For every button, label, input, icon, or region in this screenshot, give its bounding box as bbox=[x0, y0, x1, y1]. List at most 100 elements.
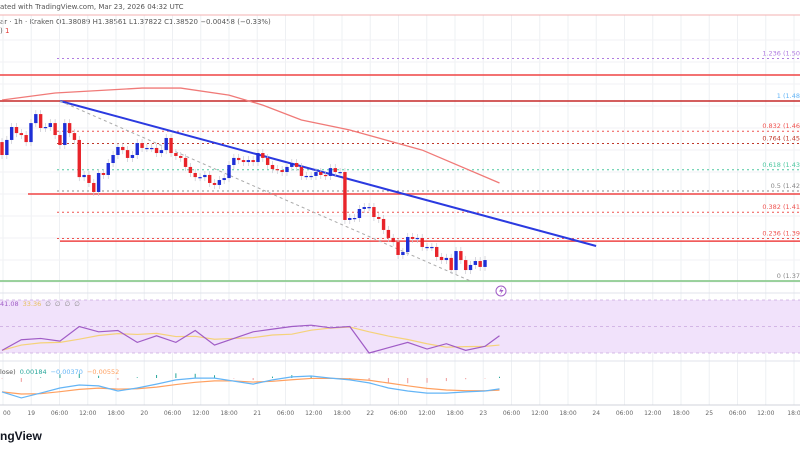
candle-up bbox=[150, 147, 154, 150]
time-axis-label: 06:00 bbox=[616, 410, 633, 417]
candle-up bbox=[328, 168, 333, 176]
candle-up bbox=[63, 123, 67, 146]
candle-up bbox=[29, 123, 33, 143]
candle-up bbox=[285, 166, 289, 173]
candle-up bbox=[256, 153, 260, 163]
candle-up bbox=[116, 146, 120, 155]
time-axis-label: 25 bbox=[705, 410, 713, 417]
fib-level-label: 0.764 (1.45 bbox=[762, 134, 800, 142]
candle-down bbox=[169, 137, 173, 154]
candle-down bbox=[72, 133, 77, 140]
published-caption: ated with TradingView.com, Mar 23, 2026 … bbox=[0, 3, 184, 11]
macd-legend-prefix: lose) bbox=[0, 368, 16, 376]
time-axis-label: 06:00 bbox=[729, 410, 746, 417]
candle-up bbox=[425, 246, 429, 249]
time-axis-label: 12:00 bbox=[79, 410, 96, 417]
time-axis-label: 18:00 bbox=[672, 410, 689, 417]
indicator-legend-prefix: ) bbox=[0, 27, 3, 35]
candle-up bbox=[246, 160, 251, 163]
candle-down bbox=[377, 217, 381, 219]
candle-up bbox=[82, 174, 86, 178]
macd-legend-value: −0.00370 bbox=[51, 368, 83, 376]
rsi-legend-value: ∅ bbox=[74, 300, 80, 308]
candle-down bbox=[154, 147, 159, 154]
candle-up bbox=[444, 257, 449, 261]
candle-down bbox=[212, 182, 217, 185]
macd-histogram-bar bbox=[252, 378, 254, 381]
time-axis-label: 12:00 bbox=[305, 410, 322, 417]
candle-up bbox=[111, 154, 115, 164]
candle-up bbox=[454, 251, 458, 271]
candle-up bbox=[352, 217, 357, 220]
fib-level-label: 0.382 (1.41 bbox=[762, 203, 800, 211]
time-axis-label: 19 bbox=[27, 410, 35, 417]
macd-legend-value: −0.00552 bbox=[87, 368, 119, 376]
candle-down bbox=[435, 246, 439, 257]
macd-histogram-bar bbox=[98, 375, 100, 378]
candle-up bbox=[367, 207, 371, 209]
macd-histogram-bar bbox=[445, 378, 447, 382]
macd-legend: lose) 0.00184 −0.00370 −0.00552 bbox=[0, 368, 119, 376]
moving-average-line bbox=[1, 87, 500, 184]
macd-histogram-bar bbox=[136, 377, 138, 378]
macd-histogram-bar bbox=[233, 378, 235, 379]
candle-down bbox=[174, 153, 178, 156]
candle-down bbox=[319, 172, 323, 175]
macd-histogram-bar bbox=[59, 374, 61, 378]
candle-down bbox=[24, 135, 28, 143]
time-axis-label: 18:00 bbox=[559, 410, 576, 417]
time-axis-label: 12:00 bbox=[192, 410, 209, 417]
candle-down bbox=[121, 146, 125, 151]
candle-down bbox=[241, 160, 246, 163]
candle-down bbox=[478, 261, 482, 267]
candle-up bbox=[222, 178, 226, 181]
rsi-legend-value: ∅ bbox=[55, 300, 61, 308]
dashed-trendline bbox=[59, 100, 471, 282]
candle-down bbox=[19, 133, 24, 136]
macd-histogram-bar bbox=[20, 378, 22, 382]
candle-down bbox=[439, 256, 444, 261]
candle-down bbox=[463, 260, 468, 271]
candle-up bbox=[362, 207, 366, 209]
candle-down bbox=[323, 174, 328, 177]
fib-level-label: 1 (1.48 bbox=[777, 92, 800, 100]
rsi-line bbox=[1, 324, 500, 354]
candle-down bbox=[125, 150, 130, 158]
candle-down bbox=[67, 123, 72, 134]
candle-up bbox=[415, 237, 420, 240]
time-axis-label: 18:00 bbox=[446, 410, 463, 417]
candle-up bbox=[430, 246, 434, 249]
macd-histogram-bar bbox=[310, 375, 312, 378]
macd-histogram-bar bbox=[156, 374, 158, 378]
macd-histogram-bar bbox=[484, 378, 486, 379]
candle-down bbox=[420, 237, 424, 247]
macd-histogram-bar bbox=[117, 378, 119, 380]
candle-down bbox=[53, 123, 57, 136]
indicator-legend-value: 1 bbox=[4, 27, 10, 35]
macd-signal-line bbox=[1, 377, 500, 395]
candle-down bbox=[38, 114, 43, 128]
lightning-icon-glyph bbox=[499, 287, 504, 295]
time-axis-label: 18:0 bbox=[787, 410, 800, 417]
time-axis-label: 18:00 bbox=[107, 410, 124, 417]
candle-up bbox=[135, 143, 139, 155]
candle-up bbox=[5, 139, 9, 155]
macd-histogram-bar bbox=[271, 376, 273, 378]
candle-up bbox=[357, 208, 362, 218]
macd-histogram-bar bbox=[498, 376, 500, 378]
time-axis-label: 23 bbox=[479, 410, 487, 417]
candle-up bbox=[9, 127, 14, 140]
rsi-legend-value: ∅ bbox=[45, 300, 51, 308]
candle-down bbox=[193, 172, 197, 178]
candle-down bbox=[391, 237, 395, 243]
indicator-legend: ) 1 bbox=[0, 27, 9, 35]
time-axis-label: 06:00 bbox=[164, 410, 181, 417]
candle-down bbox=[58, 135, 62, 146]
rsi-legend-value: 41.08 bbox=[0, 300, 19, 308]
time-axis-label: 21 bbox=[253, 410, 261, 417]
candle-down bbox=[270, 164, 275, 170]
macd-legend-value: 0.00184 bbox=[20, 368, 47, 376]
time-axis-label: 12:00 bbox=[644, 410, 661, 417]
macd-histogram-bar bbox=[175, 373, 177, 378]
